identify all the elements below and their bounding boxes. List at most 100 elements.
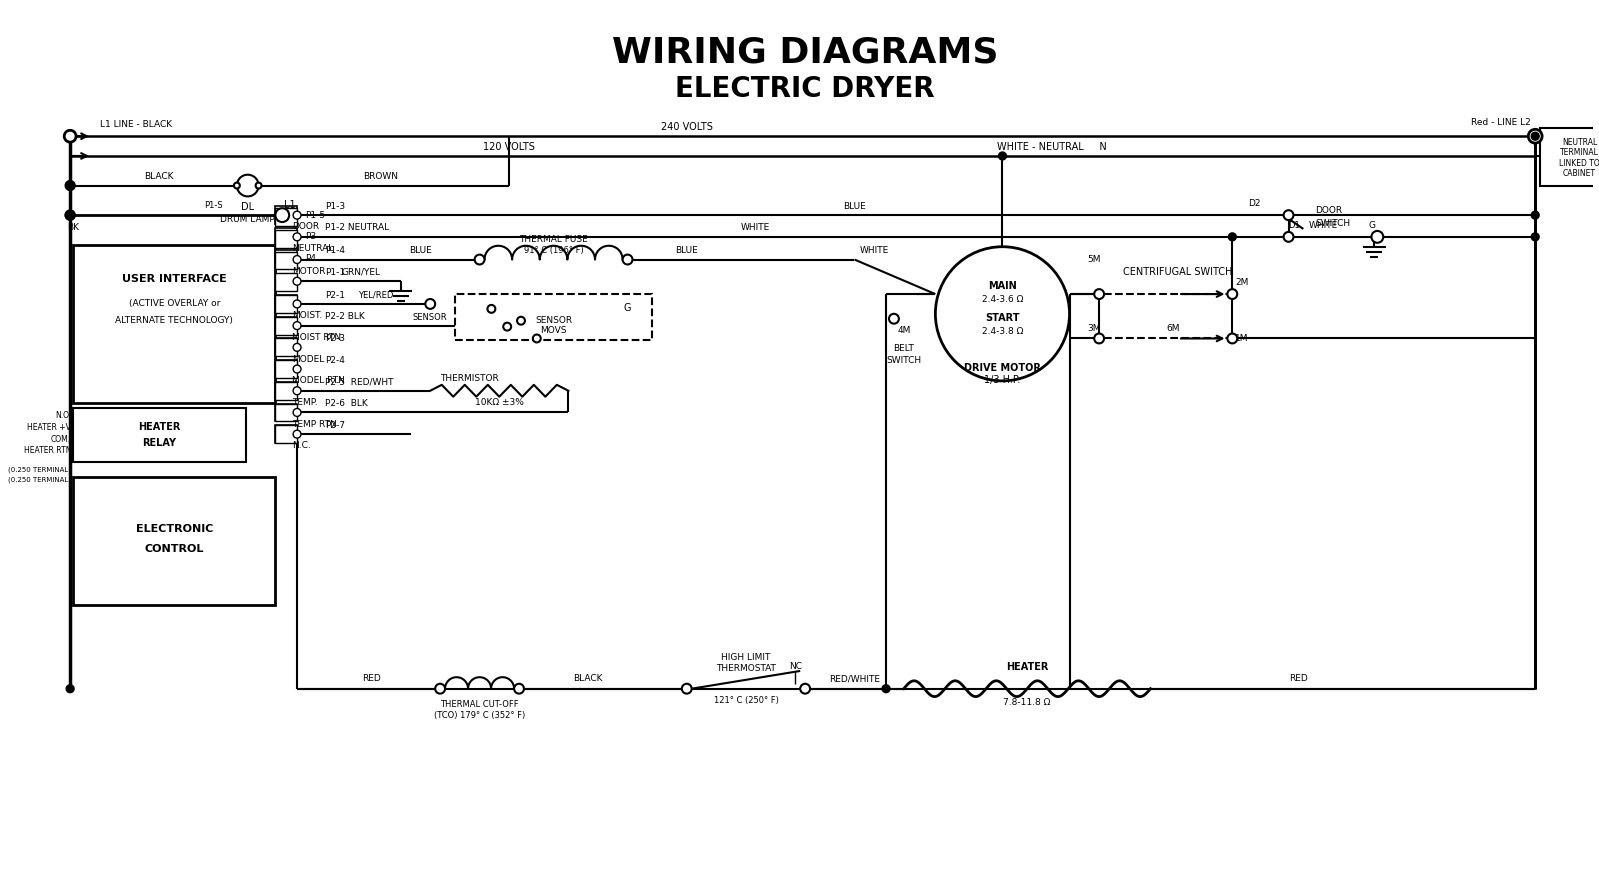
Circle shape [998, 152, 1006, 160]
Circle shape [435, 684, 445, 694]
Bar [275, 403, 297, 421]
Bar [275, 295, 297, 313]
Text: 10KΩ ±3%: 10KΩ ±3% [475, 398, 524, 407]
Text: P4: P4 [305, 254, 317, 263]
Bar [275, 208, 297, 226]
Bar [275, 273, 297, 291]
Bar [275, 360, 297, 378]
Circle shape [256, 183, 262, 188]
Text: WIRING DIAGRAMS: WIRING DIAGRAMS [612, 36, 998, 70]
Text: G: G [1369, 220, 1375, 229]
Text: P1-2 NEUTRAL: P1-2 NEUTRAL [325, 224, 389, 233]
Text: G: G [624, 303, 632, 313]
Text: BLACK: BLACK [574, 674, 603, 683]
Text: P2-4: P2-4 [325, 356, 344, 365]
Text: MAIN: MAIN [988, 281, 1017, 291]
Text: DOOR: DOOR [293, 222, 320, 232]
Text: ELECTRIC DRYER: ELECTRIC DRYER [675, 75, 935, 103]
Text: HEATER: HEATER [138, 422, 181, 432]
Text: P2-5  RED/WHT: P2-5 RED/WHT [325, 377, 393, 386]
Circle shape [293, 365, 301, 373]
Text: MODEL RTN: MODEL RTN [293, 376, 345, 385]
Bar [275, 317, 297, 334]
Circle shape [889, 314, 899, 324]
Text: D2: D2 [1247, 199, 1260, 208]
Text: 2.4-3.8 Ω: 2.4-3.8 Ω [982, 327, 1023, 336]
Circle shape [275, 208, 289, 222]
Circle shape [681, 684, 692, 694]
Text: N.O.: N.O. [54, 411, 70, 420]
Text: P2-6  BLK: P2-6 BLK [325, 399, 368, 408]
Circle shape [293, 256, 301, 263]
Text: THERMAL CUT-OFF: THERMAL CUT-OFF [440, 700, 520, 709]
Circle shape [293, 322, 301, 329]
Text: BK: BK [67, 224, 80, 233]
Text: P1-4: P1-4 [325, 246, 345, 255]
Circle shape [1228, 334, 1238, 343]
Text: RED: RED [361, 674, 381, 683]
Bar [454, 294, 652, 341]
Bar [275, 425, 297, 443]
Text: DRUM LAMP: DRUM LAMP [221, 215, 275, 224]
Text: WHITE - NEUTRAL     N: WHITE - NEUTRAL N [996, 142, 1107, 152]
Text: THERMAL FUSE: THERMAL FUSE [520, 235, 588, 244]
Text: ELECTRONIC: ELECTRONIC [136, 524, 213, 534]
Circle shape [1529, 129, 1541, 143]
Text: 120 VOLTS: 120 VOLTS [483, 142, 536, 152]
Circle shape [1372, 231, 1383, 243]
Circle shape [1094, 334, 1103, 343]
Text: SENSOR: SENSOR [413, 313, 448, 322]
Text: (TCO) 179° C (352° F): (TCO) 179° C (352° F) [433, 711, 524, 720]
Circle shape [532, 334, 540, 343]
Text: MOTOR: MOTOR [293, 267, 326, 276]
Bar [275, 230, 297, 248]
Circle shape [800, 684, 811, 694]
Circle shape [622, 254, 633, 264]
Bar [275, 338, 297, 356]
Circle shape [293, 211, 301, 219]
Circle shape [1284, 211, 1294, 220]
Text: BROWN: BROWN [363, 172, 398, 181]
Text: THERMISTOR: THERMISTOR [440, 375, 499, 384]
Bar [275, 403, 297, 421]
Circle shape [1284, 232, 1294, 242]
Text: P1-S: P1-S [205, 201, 222, 210]
Bar [275, 252, 297, 269]
Text: HEATER RTN: HEATER RTN [24, 446, 70, 456]
Bar [74, 408, 246, 462]
Bar [275, 295, 297, 313]
Circle shape [293, 233, 301, 241]
Bar [275, 382, 297, 400]
Circle shape [516, 317, 524, 325]
Text: DL: DL [241, 202, 254, 212]
Text: 2.4-3.6 Ω: 2.4-3.6 Ω [982, 295, 1023, 304]
Circle shape [293, 300, 301, 308]
Text: (0.250 TERMINAL): (0.250 TERMINAL) [8, 467, 70, 473]
Text: CENTRIFUGAL SWITCH: CENTRIFUGAL SWITCH [1124, 268, 1233, 277]
Circle shape [1532, 211, 1540, 219]
Text: DOOR: DOOR [1316, 206, 1342, 215]
Text: SWITCH: SWITCH [1316, 219, 1350, 227]
Bar [275, 317, 297, 334]
Text: USER INTERFACE: USER INTERFACE [122, 274, 227, 285]
Text: L1 LINE - BLACK: L1 LINE - BLACK [99, 120, 171, 128]
Circle shape [1532, 233, 1540, 241]
Text: RED: RED [1289, 674, 1308, 683]
Text: 1M: 1M [1236, 334, 1249, 343]
Circle shape [425, 299, 435, 309]
Circle shape [504, 323, 512, 331]
Circle shape [66, 180, 75, 191]
Text: 240 VOLTS: 240 VOLTS [660, 122, 713, 132]
Text: COM.: COM. [51, 434, 70, 443]
Text: DRIVE MOTOR: DRIVE MOTOR [964, 363, 1041, 373]
Circle shape [66, 211, 75, 220]
Text: WHITE: WHITE [1308, 220, 1337, 229]
Text: D1: D1 [1289, 220, 1300, 229]
Circle shape [293, 343, 301, 351]
Circle shape [293, 277, 301, 285]
Text: (0.250 TERMINAL): (0.250 TERMINAL) [8, 476, 70, 483]
Bar [74, 244, 275, 402]
Text: GRN/YEL: GRN/YEL [342, 268, 381, 277]
Bar [275, 250, 297, 268]
Circle shape [293, 409, 301, 417]
